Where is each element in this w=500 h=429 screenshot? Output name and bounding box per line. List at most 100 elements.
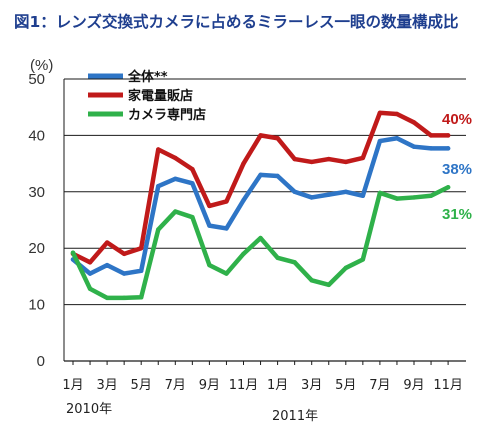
y-tick-label: 30 xyxy=(28,184,45,201)
data-point xyxy=(207,203,212,209)
x-tick-label: 9月 xyxy=(199,378,220,393)
x-tick-label: 11月 xyxy=(433,378,463,393)
data-point xyxy=(428,133,434,138)
x-tick-label: 3月 xyxy=(301,378,322,393)
y-tick-label: 50 xyxy=(28,71,45,88)
data-point xyxy=(326,156,331,162)
x-tick-label: 3月 xyxy=(96,378,117,393)
end-label: 40% xyxy=(442,111,472,128)
x-tick-label: 1月 xyxy=(62,378,83,393)
data-point xyxy=(377,138,383,144)
data-point xyxy=(156,227,161,232)
series-line-3 xyxy=(70,185,451,301)
data-point xyxy=(241,251,246,257)
legend-label: カメラ専門店 xyxy=(128,107,206,123)
data-point xyxy=(224,226,229,231)
data-point xyxy=(309,159,314,165)
data-point xyxy=(139,246,144,251)
y-tick-label: 20 xyxy=(28,240,45,257)
x-tick-label: 9月 xyxy=(403,378,424,393)
data-point xyxy=(360,257,366,262)
legend-label: 全体** xyxy=(127,69,168,85)
data-point xyxy=(121,271,127,276)
year-label: 2011年 xyxy=(272,409,318,424)
data-point xyxy=(224,271,229,276)
chart-title: 図1：レンズ交換式カメラに占めるミラーレス一眼の数量構成比 xyxy=(14,12,458,31)
y-axis-label: (%) xyxy=(30,57,53,74)
data-point xyxy=(224,199,229,204)
y-tick-label: 40 xyxy=(28,127,45,144)
data-point xyxy=(104,240,110,245)
data-point xyxy=(121,251,127,257)
data-point xyxy=(258,235,263,241)
data-point xyxy=(275,173,280,179)
x-tick-label: 7月 xyxy=(165,378,186,393)
data-point xyxy=(139,295,144,300)
data-point xyxy=(190,214,195,220)
data-point xyxy=(292,189,297,194)
x-tick-label: 5月 xyxy=(335,378,356,393)
data-point xyxy=(360,193,366,198)
data-point xyxy=(309,195,314,200)
data-point xyxy=(190,167,195,172)
end-label: 31% xyxy=(442,206,472,223)
data-point xyxy=(411,120,417,125)
x-tick-label: 11月 xyxy=(229,378,259,393)
x-tick-label: 5月 xyxy=(131,378,152,393)
data-point xyxy=(428,193,434,198)
x-tick-label: 7月 xyxy=(369,378,390,393)
year-labels: 2010年 2011年 xyxy=(66,402,318,424)
series-lines xyxy=(70,110,451,301)
data-point xyxy=(139,268,144,273)
data-point xyxy=(343,265,348,271)
data-point xyxy=(445,185,451,190)
data-point xyxy=(173,176,178,182)
data-point xyxy=(377,110,383,116)
data-point xyxy=(394,136,400,141)
end-label: 38% xyxy=(442,161,472,178)
data-point xyxy=(377,190,383,196)
data-point xyxy=(241,198,246,203)
data-point xyxy=(411,195,417,200)
data-point xyxy=(87,286,93,292)
data-point xyxy=(445,146,451,151)
data-point xyxy=(275,136,280,141)
data-point xyxy=(70,250,76,255)
y-tick-label: 0 xyxy=(37,353,45,370)
data-point xyxy=(343,189,348,194)
data-point xyxy=(292,260,297,265)
y-tick-labels: 0 10 20 30 40 50 xyxy=(28,71,45,370)
y-tick-label: 10 xyxy=(28,297,45,314)
legend-label: 家電量販店 xyxy=(128,88,193,104)
data-point xyxy=(207,223,212,228)
data-point xyxy=(428,146,434,151)
x-tick-labels: 1月 3月 5月 7月 9月 11月 1月 3月 5月 7月 9月 11月 xyxy=(62,361,463,393)
data-point xyxy=(87,271,93,276)
data-point xyxy=(173,209,178,214)
data-point xyxy=(258,133,263,138)
data-point xyxy=(241,161,246,166)
data-point xyxy=(360,155,366,161)
data-point xyxy=(156,183,161,189)
x-tick-label: 1月 xyxy=(267,378,288,393)
data-point xyxy=(275,255,280,260)
data-point xyxy=(309,278,314,283)
end-labels: 38% 40% 31% xyxy=(442,111,472,223)
data-point xyxy=(87,260,93,265)
data-point xyxy=(394,111,400,117)
data-point xyxy=(156,147,161,152)
data-point xyxy=(394,196,400,201)
data-point xyxy=(292,156,297,162)
gridlines xyxy=(63,78,466,362)
data-point xyxy=(326,192,331,197)
data-point xyxy=(104,262,110,268)
data-point xyxy=(326,282,331,288)
data-point xyxy=(343,159,348,165)
data-point xyxy=(411,144,417,149)
data-point xyxy=(173,155,178,161)
data-point xyxy=(104,295,110,301)
data-point xyxy=(445,133,451,138)
data-point xyxy=(121,295,127,301)
